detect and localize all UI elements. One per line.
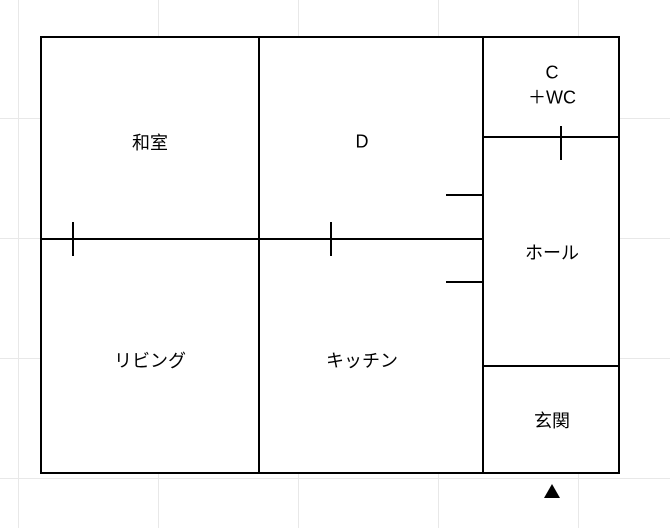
- room-label-genkan: 玄関: [534, 407, 570, 433]
- room-label-kitchen: キッチン: [326, 347, 398, 373]
- entrance-arrow-icon: [544, 484, 560, 498]
- room-label-hall: ホール: [525, 239, 579, 265]
- room-label-c-wc: C ＋WC: [528, 63, 576, 110]
- door-washitsu-living: [72, 222, 74, 256]
- door-cwc-hall: [560, 126, 562, 160]
- room-label-living: リビング: [114, 347, 186, 373]
- floorplan-canvas: 和室 D リビング キッチン C ＋WC ホール玄関: [0, 0, 670, 528]
- grid-v-1: [18, 0, 19, 528]
- wall-vert-col1: [258, 36, 260, 474]
- grid-h-4: [0, 478, 670, 479]
- room-label-washitsu: 和室: [132, 129, 168, 155]
- wall-right-bot-split: [482, 365, 620, 367]
- wall-horiz-mid-left: [40, 238, 482, 240]
- door-d-hall-top: [446, 194, 484, 196]
- door-d-kitchen: [330, 222, 332, 256]
- wall-right-top-split: [482, 136, 620, 138]
- room-label-d-room: D: [356, 132, 369, 153]
- wall-vert-right: [482, 36, 484, 474]
- door-kitchen-hall: [446, 281, 484, 283]
